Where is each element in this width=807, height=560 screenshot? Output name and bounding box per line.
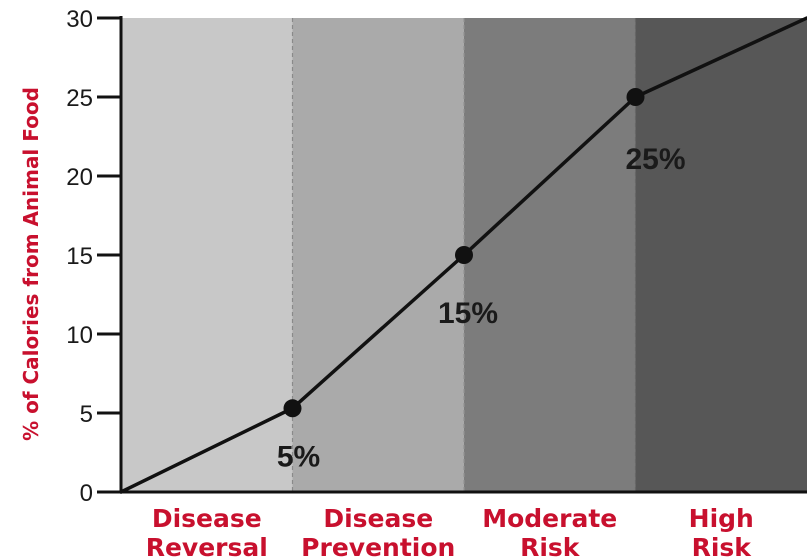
data-label: 5%: [277, 440, 320, 473]
category-label-2: Disease Prevention: [301, 504, 455, 560]
y-tick-label: 15: [66, 243, 93, 270]
risk-bands: [121, 18, 807, 492]
y-tick-label: 5: [80, 401, 93, 428]
y-tick-label: 30: [66, 6, 93, 33]
data-point-marker: [455, 246, 473, 264]
data-label: 25%: [625, 143, 685, 176]
y-axis-label: % of Calories from Animal Food: [19, 87, 43, 441]
category-label-line1: Moderate: [482, 504, 617, 533]
data-point-marker: [626, 88, 645, 106]
band-4: [635, 18, 807, 492]
category-label-1: Disease Reversal: [146, 504, 268, 560]
category-label-line1: Disease: [152, 504, 262, 533]
band-2: [292, 18, 465, 492]
series-layer: 5% 15% 25%: [119, 16, 807, 494]
category-label-3: Moderate Risk: [482, 504, 617, 560]
category-label-line2: Prevention: [301, 533, 455, 560]
category-label-line2: Risk: [692, 533, 753, 560]
y-tick-label: 20: [66, 164, 93, 191]
data-point-marker: [283, 399, 302, 418]
band-1: [121, 18, 293, 492]
y-tick-label: 0: [80, 480, 93, 507]
band-3: [464, 18, 636, 492]
y-tick-label: 25: [66, 85, 93, 112]
category-label-line1: Disease: [323, 504, 433, 533]
category-label-line1: High: [689, 504, 754, 533]
data-label: 15%: [438, 297, 498, 330]
category-label-4: High Risk: [689, 504, 754, 560]
category-label-line2: Risk: [520, 533, 581, 560]
y-tick-label: 10: [66, 322, 93, 349]
y-ticks: 0 5 10 15 20 25 30: [66, 6, 121, 507]
category-label-line2: Reversal: [146, 533, 268, 560]
